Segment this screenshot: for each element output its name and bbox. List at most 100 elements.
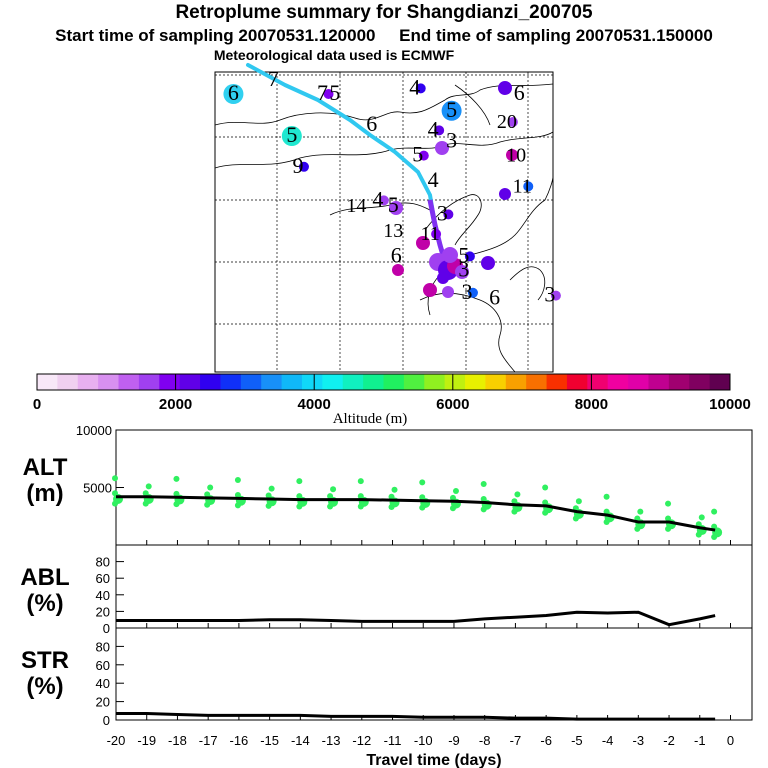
colorbar-tick-label-2: 4000 — [298, 396, 331, 413]
colorbar-cell-10 — [240, 374, 262, 390]
map-label-0: 6 — [228, 80, 239, 105]
map-label-6: 5 — [446, 97, 457, 122]
alt-particle-8-2 — [357, 493, 364, 500]
map-dot-22 — [431, 229, 442, 239]
cluster-dot-12 — [435, 141, 449, 155]
panel1-ytick-label-3: 20 — [96, 604, 110, 619]
alt-particle-9-2 — [388, 493, 395, 500]
alt-particle-4-4 — [234, 477, 241, 484]
colorbar-cell-27 — [587, 374, 609, 390]
map-label-16: 11 — [513, 175, 532, 197]
map-label-14: 9 — [292, 153, 303, 178]
colorbar-cell-15 — [342, 374, 364, 390]
map-label-21: 13 — [383, 220, 403, 242]
chart-title: Retroplume summary for Shangdianzi_20070… — [175, 2, 593, 23]
panel1-ytick-label-0: 80 — [96, 555, 110, 570]
colorbar-cell-32 — [689, 374, 711, 390]
alt-particle-13-2 — [511, 498, 518, 505]
colorbar-label: Altitude (m) — [333, 411, 408, 427]
alt-particle-0-2 — [112, 490, 118, 497]
map-label-15: 4 — [428, 167, 439, 192]
colorbar-cell-30 — [648, 374, 670, 390]
colorbar-cell-24 — [526, 374, 548, 390]
xaxis-tick-label-2: -18 — [168, 733, 187, 748]
map-label-23: 6 — [391, 242, 402, 267]
colorbar-cell-16 — [363, 374, 384, 390]
xaxis-label: Travel time (days) — [366, 752, 501, 768]
map-dot-6 — [441, 100, 462, 121]
map-dot-24 — [464, 251, 475, 262]
alt-particle-3-2 — [204, 491, 211, 498]
panel2-ytick-label-2: 40 — [96, 676, 110, 691]
map-label-18: 4 — [372, 186, 383, 211]
alt-particle-20-4 — [711, 508, 718, 515]
alt-particle-14-4 — [542, 484, 549, 491]
alt-particle-17-3 — [637, 508, 644, 515]
colorbar-cell-20 — [444, 374, 466, 390]
alt-particle-10-4 — [419, 479, 426, 486]
map-label-22: 11 — [420, 223, 439, 245]
xaxis-tick-label-16: -4 — [602, 733, 614, 748]
alt-particle-5-3 — [268, 485, 275, 492]
alt-particle-16-2 — [603, 508, 610, 515]
abl-panel-label: ABL (%) — [20, 564, 70, 617]
colorbar-cell-4 — [118, 374, 140, 390]
alt-particle-12-2 — [480, 496, 487, 502]
colorbar-cell-12 — [281, 374, 303, 390]
map-label-5: 6 — [514, 80, 525, 105]
panel1-ytick-label-2: 40 — [96, 588, 110, 603]
alt-particle-5-2 — [265, 492, 272, 499]
colorbar-cell-5 — [138, 374, 160, 390]
map-label-11: 3 — [446, 128, 457, 153]
colorbar-cell-18 — [403, 374, 425, 390]
alt-particle-6-2 — [296, 493, 303, 500]
alt-particle-1-2 — [142, 490, 149, 497]
end-time-text: End time of sampling 20070531.150000 — [399, 26, 713, 45]
alt-particle-19-3 — [698, 514, 705, 521]
colorbar-tick-label-0: 0 — [33, 396, 41, 413]
map-label-24: 5 — [458, 242, 469, 267]
alt-particle-18-2 — [665, 515, 672, 522]
xaxis-tick-label-3: -17 — [199, 733, 218, 748]
met-data-text: Meteorological data used is ECMWF — [213, 47, 455, 63]
colorbar-tick-label-4: 8000 — [575, 396, 608, 413]
map-label-28: 3 — [544, 282, 555, 307]
xaxis-tick-label-14: -6 — [540, 733, 552, 748]
colorbar-cell-28 — [607, 374, 629, 390]
chart-subtitle-times: Start time of sampling 20070531.120000 E… — [0, 26, 768, 46]
map-label-19: 5 — [388, 192, 399, 217]
panel-frame-1 — [115, 544, 753, 629]
panel1-ytick-label-1: 60 — [96, 571, 110, 586]
colorbar-cell-7 — [179, 374, 201, 390]
map-frame — [214, 71, 554, 373]
colorbar-cell-8 — [200, 374, 221, 390]
map-label-3: 5 — [329, 80, 340, 105]
map-dot-20 — [443, 209, 454, 220]
colorbar-cell-0 — [37, 374, 58, 390]
map-dot-8 — [507, 117, 518, 127]
colorbar-tick-label-3: 6000 — [436, 396, 469, 413]
xaxis-tick-label-18: -2 — [663, 733, 675, 748]
colorbar-cell-13 — [301, 374, 323, 390]
alt-particle-9-3 — [391, 486, 398, 493]
colorbar-cell-17 — [383, 374, 405, 390]
cluster-dot-8 — [392, 264, 404, 276]
map-label-25: 3 — [458, 256, 469, 281]
xaxis-tick-label-4: -16 — [230, 733, 249, 748]
panel2-ytick-label-3: 20 — [96, 695, 110, 710]
map-dot-28 — [550, 290, 561, 301]
colorbar-cell-25 — [546, 374, 568, 390]
map-dot-2 — [323, 89, 334, 99]
xaxis-tick-label-7: -13 — [322, 733, 341, 748]
xaxis-tick-label-6: -14 — [291, 733, 310, 748]
map-label-2: 7 — [317, 80, 328, 105]
alt-particle-18-4 — [665, 500, 672, 507]
map-label-7: 6 — [366, 111, 377, 136]
panel2-ytick-label-1: 60 — [96, 658, 110, 673]
colorbar-cell-23 — [505, 374, 527, 390]
xaxis-tick-label-12: -8 — [479, 733, 491, 748]
altitude-colorbar: 0 2000 4000 6000 8000 10000 — [33, 373, 751, 413]
